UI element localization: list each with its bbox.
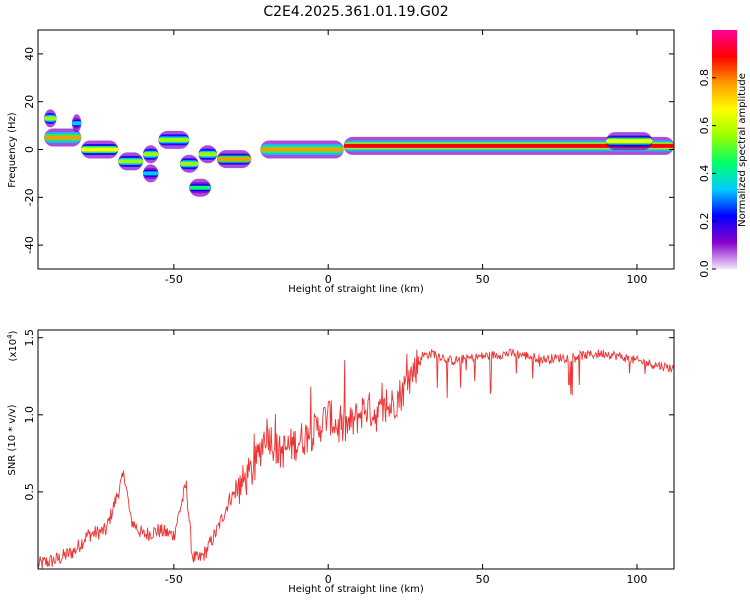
snr-xtick-label-0: -50 xyxy=(165,573,183,586)
heat-band-11-layer-3 xyxy=(143,171,159,176)
snr-xtick-label-2: 50 xyxy=(476,573,490,586)
heat-band-10-layer-3 xyxy=(260,147,344,152)
spectrogram-ytick-label-4: 40 xyxy=(23,47,36,61)
snr-x-ticks: -50 0 50 100 xyxy=(165,330,647,586)
heat-band-13-layer-3 xyxy=(343,143,674,148)
spectrogram-heat-layer xyxy=(44,109,674,197)
spectrogram-ytick-label-0: -40 xyxy=(23,236,36,254)
spectrogram-y-ticks: -40 -20 0 20 40 xyxy=(23,47,674,254)
heat-band-9-layer-3 xyxy=(217,157,252,162)
snr-xtick-label-3: 100 xyxy=(626,573,647,586)
heat-band-6-layer-3 xyxy=(158,137,190,142)
heat-band-12 xyxy=(189,178,211,197)
spectrogram-xtick-label-3: 100 xyxy=(626,273,647,286)
heat-band-4-layer-3 xyxy=(118,159,143,164)
heat-band-12-layer-3 xyxy=(189,185,211,190)
heat-band-1 xyxy=(72,114,82,133)
heat-band-14 xyxy=(606,132,653,151)
heat-band-2-layer-3 xyxy=(44,135,82,140)
heat-band-10 xyxy=(260,140,344,159)
snr-series-line xyxy=(38,348,674,569)
spectrogram-xtick-label-0: -50 xyxy=(165,273,183,286)
spectrogram-x-axis-label: Height of straight line (km) xyxy=(288,284,424,295)
heat-band-8 xyxy=(198,145,217,164)
heat-band-5-layer-3 xyxy=(143,152,159,157)
heat-band-8-layer-3 xyxy=(198,152,217,157)
spectrogram-x-ticks: -50 0 50 100 xyxy=(165,30,647,286)
colorbar-gradient xyxy=(712,30,737,269)
snr-panel: -50 0 50 100 0.5 1.0 1.5 Height of straight l… xyxy=(6,329,675,595)
colorbar: 0.0 0.2 0.4 0.6 0.8 Normalized spectral ampl… xyxy=(698,30,748,278)
snr-frame xyxy=(37,329,675,570)
snr-xtick-label-1: 0 xyxy=(325,573,332,586)
snr-y-axis-label: SNR (10 * v/v) xyxy=(7,404,18,475)
spectrogram-y-axis-label: Frequency (Hz) xyxy=(7,112,18,188)
colorbar-tick-label-4: 0.8 xyxy=(698,69,711,87)
spectrogram-xtick-label-1: 0 xyxy=(325,273,332,286)
spectrogram-panel: -50 0 50 100 -40 -20 0 20 40 Height of straight… xyxy=(7,29,675,295)
heat-band-0-layer-3 xyxy=(44,116,57,121)
colorbar-tick-label-3: 0.6 xyxy=(698,117,711,135)
heat-band-11 xyxy=(143,164,159,183)
snr-line-layer xyxy=(38,348,674,569)
heat-band-3 xyxy=(81,140,119,159)
snr-ytick-label-1: 1.0 xyxy=(23,406,36,424)
colorbar-label: Normalized spectral amplitude xyxy=(737,73,748,227)
heat-band-4 xyxy=(118,152,143,171)
heat-band-6 xyxy=(158,130,190,149)
snr-ytick-label-0: 0.5 xyxy=(23,483,36,501)
spectrogram-ytick-label-2: 0 xyxy=(23,146,36,153)
snr-multiplier: (x104) xyxy=(6,330,19,361)
heat-band-13 xyxy=(343,136,674,155)
snr-x-axis-label: Height of straight line (km) xyxy=(288,584,424,595)
heat-band-3-layer-3 xyxy=(81,147,119,152)
colorbar-tick-label-2: 0.4 xyxy=(698,165,711,183)
spectrogram-ytick-label-1: -20 xyxy=(23,188,36,206)
heat-band-7 xyxy=(180,154,199,173)
snr-multiplier-prefix: (x10 xyxy=(8,339,19,362)
colorbar-tick-label-1: 0.2 xyxy=(698,212,711,230)
heat-band-2 xyxy=(44,128,82,147)
colorbar-ticks: 0.0 0.2 0.4 0.6 0.8 xyxy=(698,69,716,278)
snr-y-ticks: 0.5 1.0 1.5 xyxy=(23,329,674,501)
heat-band-5 xyxy=(143,145,159,164)
heat-band-1-layer-3 xyxy=(72,121,82,126)
heat-band-0 xyxy=(44,109,57,128)
heat-band-14-layer-3 xyxy=(606,139,653,144)
snr-multiplier-suffix: ) xyxy=(8,330,19,334)
spectrogram-xtick-label-2: 50 xyxy=(476,273,490,286)
colorbar-tick-label-0: 0.0 xyxy=(698,260,711,278)
snr-multiplier-exponent: 4 xyxy=(6,334,14,339)
spectrogram-ytick-label-3: 20 xyxy=(23,95,36,109)
chart-title: C2E4.2025.361.01.19.G02 xyxy=(263,4,448,20)
snr-ytick-label-2: 1.5 xyxy=(23,329,36,347)
heat-band-9 xyxy=(217,150,252,169)
heat-band-7-layer-3 xyxy=(180,161,199,166)
